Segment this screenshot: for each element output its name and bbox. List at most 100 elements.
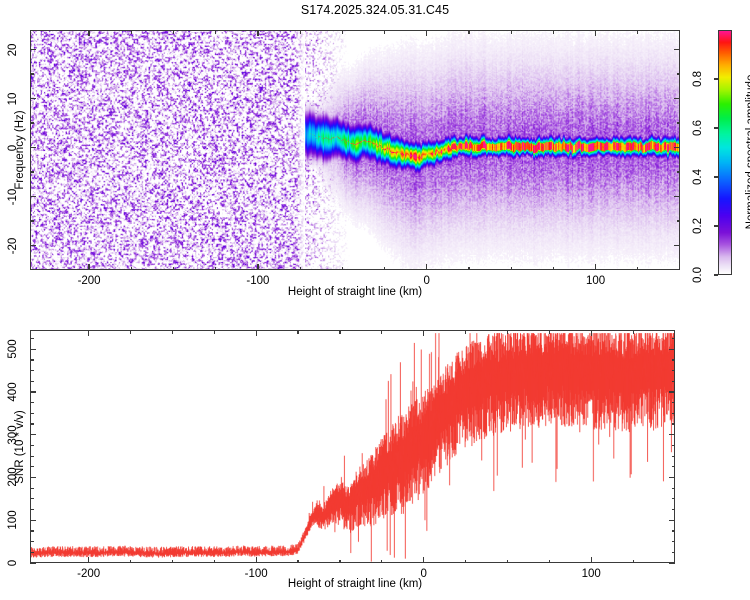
y-tick	[30, 391, 36, 393]
x-minor-tick-top	[506, 330, 509, 334]
y-minor-tick	[30, 402, 34, 404]
y-minor-tick	[30, 412, 34, 414]
x-tick-label: 0	[423, 275, 430, 287]
y-minor-tick-right	[671, 423, 675, 425]
y-tick-right	[674, 48, 680, 51]
x-tick-top	[426, 30, 428, 36]
y-tick	[30, 97, 36, 100]
x-minor-tick	[299, 266, 301, 270]
x-tick	[257, 264, 259, 270]
x-minor-tick	[339, 559, 341, 563]
snr-xlabel: Height of straight line (km)	[287, 578, 423, 590]
y-tick	[30, 476, 36, 479]
y-minor-tick-right	[671, 337, 675, 340]
y-minor-tick-right	[671, 444, 675, 447]
y-minor-tick-right	[676, 220, 680, 222]
y-minor-tick	[30, 498, 34, 500]
x-minor-tick	[383, 266, 386, 270]
y-tick-right	[669, 348, 675, 350]
y-tick-label: 100	[7, 510, 19, 530]
y-minor-tick	[30, 380, 34, 382]
x-minor-tick	[213, 559, 215, 563]
y-minor-tick-right	[676, 122, 680, 124]
y-tick-label: 20	[7, 43, 19, 56]
x-tick	[255, 557, 257, 563]
y-tick-right	[674, 97, 680, 100]
x-minor-tick-top	[299, 30, 301, 34]
x-tick-top	[88, 330, 90, 336]
y-tick	[30, 146, 36, 149]
x-minor-tick	[171, 559, 173, 563]
x-minor-tick-top	[464, 330, 467, 334]
x-minor-tick-top	[172, 30, 175, 34]
y-minor-tick	[30, 122, 34, 124]
x-tick-top	[255, 330, 257, 336]
y-tick-label: 0	[7, 559, 19, 567]
y-minor-tick	[30, 337, 34, 340]
x-tick-label: -200	[77, 275, 101, 287]
y-minor-tick-right	[671, 380, 675, 382]
colorbar-tick	[714, 176, 718, 178]
x-tick-top	[257, 30, 259, 36]
y-minor-tick	[30, 530, 34, 532]
x-minor-tick	[552, 266, 554, 270]
y-minor-tick-right	[671, 370, 675, 372]
y-tick-label: 500	[7, 339, 19, 359]
y-tick-right	[669, 434, 675, 436]
snr-ylabel: SNR (10 * v/v)	[14, 410, 26, 484]
y-tick-right	[669, 391, 675, 393]
x-minor-tick	[129, 559, 132, 563]
y-tick-right	[669, 519, 675, 521]
x-minor-tick-top	[381, 330, 383, 334]
colorbar-tick	[714, 127, 718, 129]
x-minor-tick-top	[468, 30, 470, 34]
x-minor-tick	[637, 266, 639, 270]
x-minor-tick-top	[632, 330, 634, 334]
x-tick-label: -200	[77, 568, 101, 580]
y-tick-right	[674, 146, 680, 149]
x-tick-label: 100	[585, 275, 606, 287]
y-tick	[30, 562, 36, 564]
y-minor-tick-right	[671, 412, 675, 414]
x-tick-top	[88, 30, 90, 36]
y-minor-tick-right	[671, 487, 675, 489]
x-minor-tick	[381, 559, 383, 563]
y-tick-label: -20	[7, 237, 19, 254]
y-minor-tick	[30, 455, 34, 457]
y-tick	[30, 48, 36, 51]
x-tick	[423, 557, 425, 563]
y-minor-tick-right	[671, 466, 675, 468]
spectrogram-canvas	[31, 31, 679, 269]
colorbar-tick-label: 0.8	[692, 71, 704, 87]
x-minor-tick	[632, 559, 634, 563]
x-tick	[88, 264, 90, 270]
figure-title: S174.2025.324.05.31.C45	[300, 3, 450, 17]
x-minor-tick-top	[339, 330, 341, 334]
y-tick	[30, 348, 36, 350]
y-minor-tick-right	[671, 498, 675, 500]
y-tick	[30, 195, 36, 198]
x-minor-tick	[130, 266, 132, 270]
x-tick	[88, 557, 90, 563]
colorbar-tick	[714, 274, 718, 276]
x-tick-label: -100	[244, 568, 268, 580]
x-minor-tick-top	[341, 30, 343, 34]
x-minor-tick	[341, 266, 343, 270]
x-minor-tick-top	[510, 30, 512, 34]
spectrogram-ylabel: Frequency (Hz)	[14, 110, 26, 190]
y-tick-right	[669, 476, 675, 479]
snr-axes	[30, 330, 675, 563]
x-tick-label: 100	[581, 568, 601, 580]
colorbar-gradient	[719, 31, 731, 274]
y-minor-tick-right	[671, 402, 675, 404]
y-minor-tick-right	[676, 73, 680, 75]
colorbar-tick	[714, 78, 718, 80]
colorbar-tick-label: 0.4	[692, 169, 704, 185]
x-tick-label: 0	[420, 568, 427, 580]
y-minor-tick-right	[671, 541, 675, 543]
x-minor-tick	[215, 266, 217, 270]
colorbar-tick-label: 0.0	[692, 267, 704, 283]
snr-canvas	[31, 331, 674, 562]
x-minor-tick-top	[213, 330, 215, 334]
y-tick	[30, 434, 36, 436]
